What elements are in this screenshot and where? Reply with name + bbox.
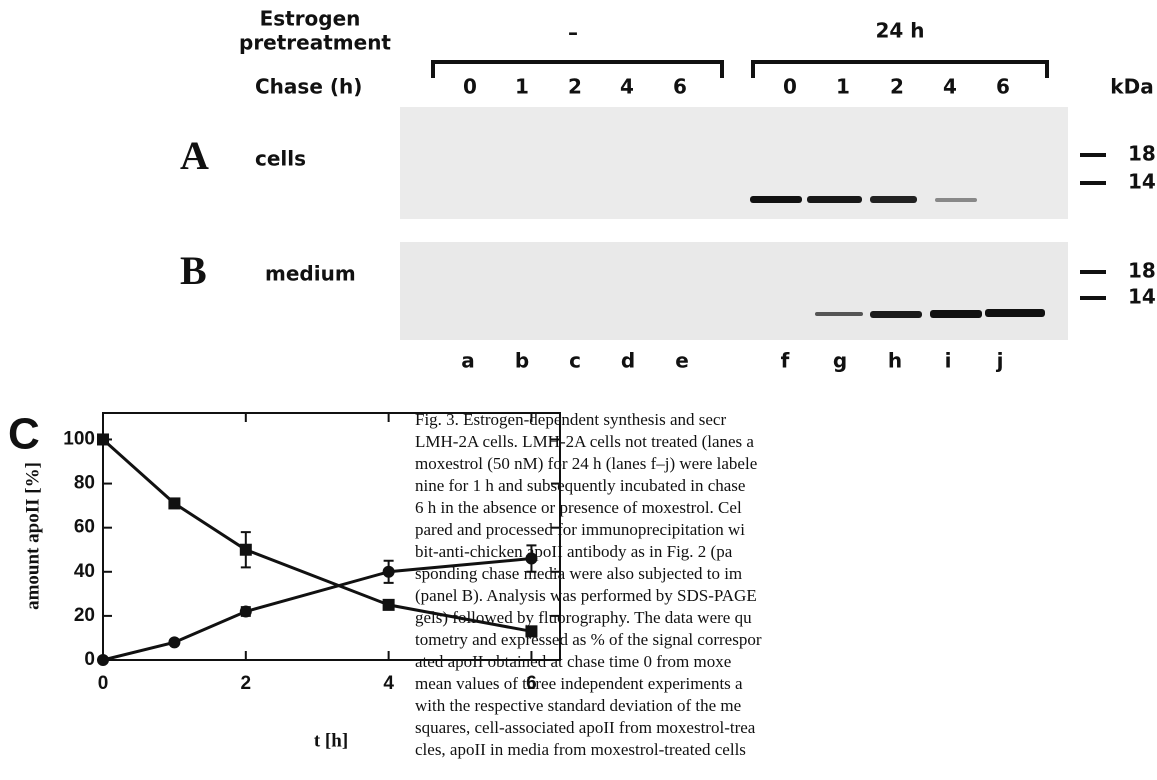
lane-letter: i (945, 349, 952, 373)
caption-line: gels) followed by fluorography. The data… (415, 608, 752, 627)
lane-letter: d (621, 349, 635, 373)
lane-letter: b (515, 349, 529, 373)
y-tick-label: 0 (84, 649, 95, 670)
panel-label: cells (255, 147, 306, 171)
caption-line: with the respective standard deviation o… (415, 696, 741, 715)
caption-line: Fig. 3. Estrogen-dependent synthesis and… (415, 410, 726, 429)
pretreatment-label: pretreatment (239, 31, 391, 55)
data-point (168, 497, 180, 509)
y-tick-label: 20 (74, 605, 95, 626)
y-tick-label: 100 (63, 428, 95, 449)
pretreatment-label: Estrogen (260, 7, 361, 31)
data-point (97, 654, 109, 666)
x-tick-label: 0 (98, 673, 109, 694)
gel-panel (400, 107, 1068, 219)
gel-panel (400, 242, 1068, 340)
chase-time: 4 (943, 75, 957, 99)
kda-label: kDa (1110, 75, 1153, 99)
caption-line: bit-anti-chicken apoII antibody as in Fi… (415, 542, 733, 561)
caption-line: squares, cell-associated apoII from moxe… (415, 718, 756, 737)
band (870, 311, 922, 318)
caption-line: nine for 1 h and subsequently incubated … (415, 476, 745, 495)
y-tick-label: 40 (74, 561, 95, 582)
lane-letter: a (461, 349, 475, 373)
data-point (383, 599, 395, 611)
band (807, 196, 862, 203)
lane-letter: c (569, 349, 581, 373)
caption-line: pared and processed for immunoprecipitat… (415, 520, 745, 539)
x-tick-label: 4 (383, 673, 394, 694)
band (985, 309, 1045, 317)
chase-time: 2 (890, 75, 904, 99)
data-point (97, 433, 109, 445)
chase-time: 2 (568, 75, 582, 99)
lane-letter: h (888, 349, 902, 373)
treated-label: 24 h (875, 19, 924, 43)
caption-line: moxestrol (50 nM) for 24 h (lanes f–j) w… (415, 454, 757, 473)
figure: Estrogen pretreatment – 24 h Chase (h) k… (0, 0, 1157, 780)
caption-line: LMH-2A cells. LMH-2A cells not treated (… (415, 432, 754, 451)
y-tick-label: 80 (74, 473, 95, 494)
caption-line: mean values of three independent experim… (415, 674, 743, 693)
chase-label: Chase (h) (255, 75, 362, 99)
caption-line: (panel B). Analysis was performed by SDS… (415, 586, 757, 605)
lane-letter: f (781, 349, 790, 373)
panel-letter: B (180, 248, 207, 293)
band (935, 198, 977, 202)
data-point (168, 636, 180, 648)
chase-time: 4 (620, 75, 634, 99)
marker-label: 18 (1128, 259, 1156, 283)
caption-line: 6 h in the absence or presence of moxest… (415, 498, 742, 517)
data-point (383, 566, 395, 578)
panel-letter: A (180, 133, 209, 178)
x-axis-label: t [h] (314, 730, 348, 751)
caption-line: tometry and expressed as % of the signal… (415, 630, 762, 649)
y-tick-label: 60 (74, 517, 95, 538)
caption-line: sponding chase media were also subjected… (415, 564, 742, 583)
panel-letter: C (8, 410, 40, 459)
caption-line: cles, apoII in media from moxestrol-trea… (415, 740, 746, 759)
data-point (240, 544, 252, 556)
chase-time: 0 (783, 75, 797, 99)
lane-letter: j (996, 349, 1004, 373)
caption-line: ated apoII obtained at chase time 0 from… (415, 652, 731, 671)
x-tick-label: 2 (241, 673, 252, 694)
chase-time: 1 (515, 75, 529, 99)
band (815, 312, 863, 316)
lane-letter: g (833, 349, 847, 373)
untreated-label: – (568, 21, 578, 45)
y-axis-label: amount apoII [%] (22, 462, 43, 610)
band (750, 196, 802, 203)
marker-label: 14 (1128, 285, 1156, 309)
marker-label: 14 (1128, 170, 1156, 194)
chase-time: 6 (996, 75, 1010, 99)
marker-label: 18 (1128, 142, 1156, 166)
band (930, 310, 982, 318)
chase-time: 0 (463, 75, 477, 99)
chase-time: 6 (673, 75, 687, 99)
band (870, 196, 917, 203)
panel-label: medium (265, 262, 356, 286)
lane-letter: e (675, 349, 689, 373)
chase-time: 1 (836, 75, 850, 99)
data-point (240, 605, 252, 617)
